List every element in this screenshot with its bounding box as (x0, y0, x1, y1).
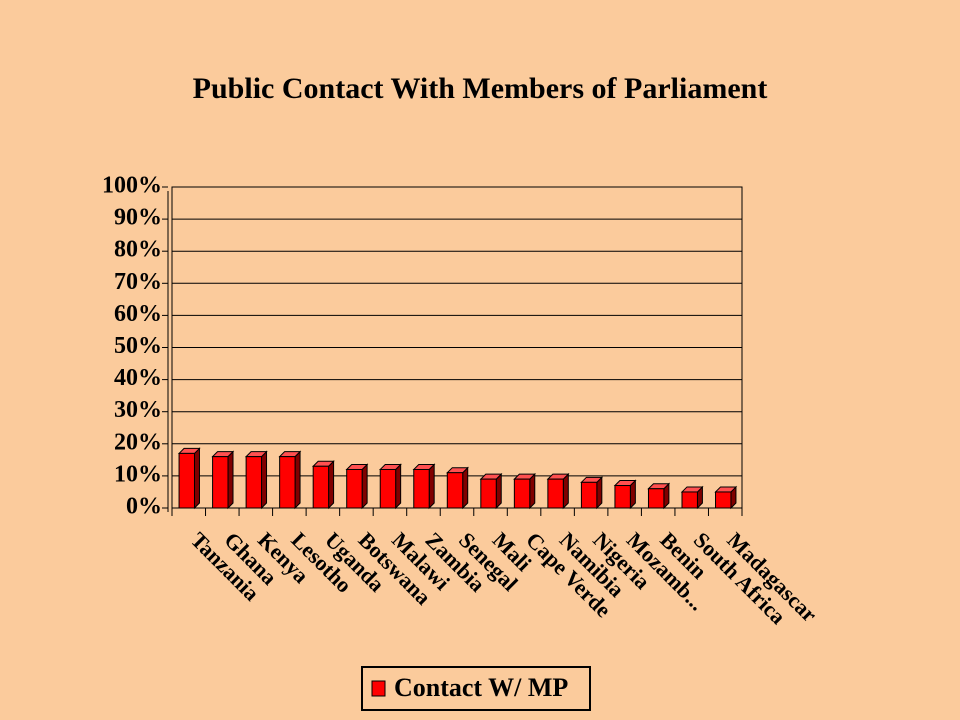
y-tick-label: 20% (114, 429, 162, 455)
bar (279, 456, 296, 509)
bar (312, 465, 330, 509)
bar (715, 491, 732, 509)
bar (580, 481, 598, 509)
legend-box (361, 666, 591, 711)
bar (547, 478, 564, 509)
bar (647, 488, 665, 509)
bar (346, 468, 363, 509)
bar-side (495, 472, 502, 510)
bar-side (562, 472, 569, 510)
bar (212, 456, 229, 509)
y-tick-label: 70% (114, 269, 162, 295)
bar-side (462, 466, 469, 510)
y-tick-label: 90% (114, 205, 162, 231)
bar-side (261, 450, 268, 510)
bar-side (328, 460, 335, 510)
legend-label: Contact W/ MP (394, 673, 568, 702)
bar (245, 456, 263, 509)
y-tick-label: 60% (114, 301, 162, 327)
y-tick-label: 80% (114, 237, 162, 263)
y-tick-label: 50% (114, 333, 162, 359)
bar (178, 452, 195, 509)
bar-side (529, 472, 536, 510)
legend-swatch (371, 680, 386, 697)
y-tick-label: 100% (102, 173, 162, 199)
bar (681, 491, 698, 509)
bar-side (428, 463, 435, 510)
bar-side (227, 450, 234, 510)
bar (379, 468, 397, 509)
bar (480, 478, 497, 509)
bar-side (361, 463, 368, 510)
y-tick-label: 0% (126, 494, 162, 520)
bar-side (294, 450, 301, 510)
chart-title: Public Contact With Members of Parliamen… (193, 72, 768, 105)
bar-side (395, 463, 402, 510)
bar (446, 472, 464, 509)
y-tick-label: 30% (114, 397, 162, 423)
bar-side (193, 447, 200, 510)
y-tick-label: 10% (114, 461, 162, 487)
bar (614, 485, 631, 509)
bar (413, 468, 430, 509)
bar (513, 478, 531, 509)
y-tick-label: 40% (114, 365, 162, 391)
